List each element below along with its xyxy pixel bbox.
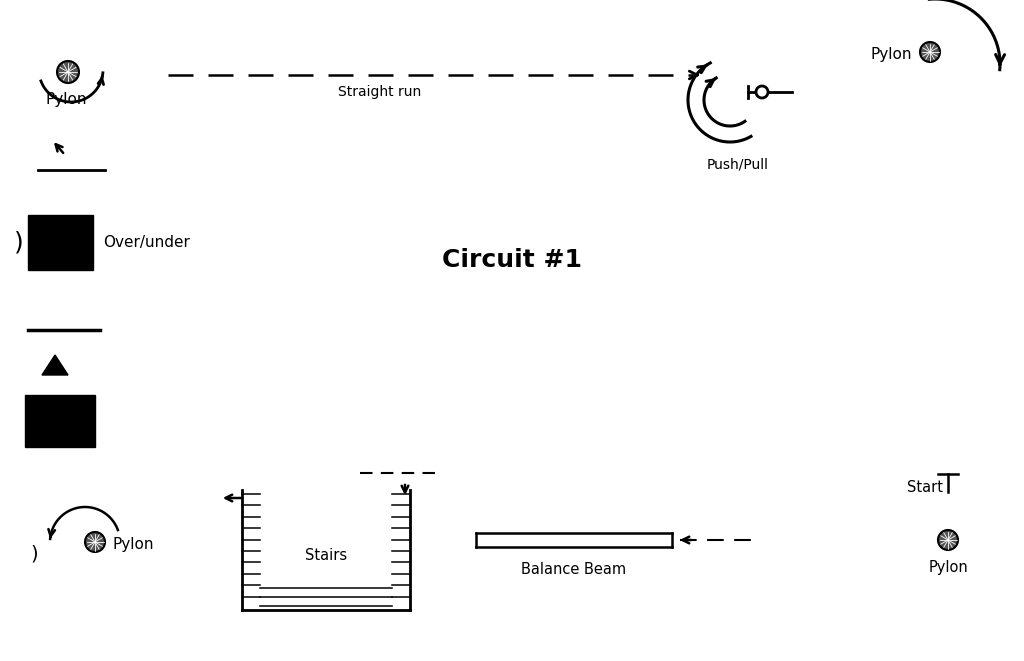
Bar (25, 395, 95, 447)
Bar (28, 215, 93, 270)
Text: Straight run: Straight run (338, 85, 422, 99)
Text: ): ) (14, 231, 24, 254)
Text: ): ) (30, 545, 38, 563)
Polygon shape (42, 355, 68, 375)
Text: Push/Pull: Push/Pull (707, 158, 769, 172)
Text: Pylon: Pylon (928, 560, 968, 575)
Text: Over/under: Over/under (103, 235, 189, 250)
Text: Pylon: Pylon (870, 48, 912, 63)
Text: Circuit #1: Circuit #1 (442, 248, 582, 272)
Text: Stairs: Stairs (305, 547, 347, 563)
Text: Pylon: Pylon (45, 92, 87, 107)
Circle shape (938, 530, 958, 550)
Circle shape (57, 61, 79, 83)
Circle shape (85, 532, 105, 552)
Circle shape (920, 42, 940, 62)
Circle shape (756, 86, 768, 98)
Text: Pylon: Pylon (113, 537, 155, 553)
Text: Start: Start (907, 479, 943, 494)
Text: Balance Beam: Balance Beam (521, 562, 627, 577)
